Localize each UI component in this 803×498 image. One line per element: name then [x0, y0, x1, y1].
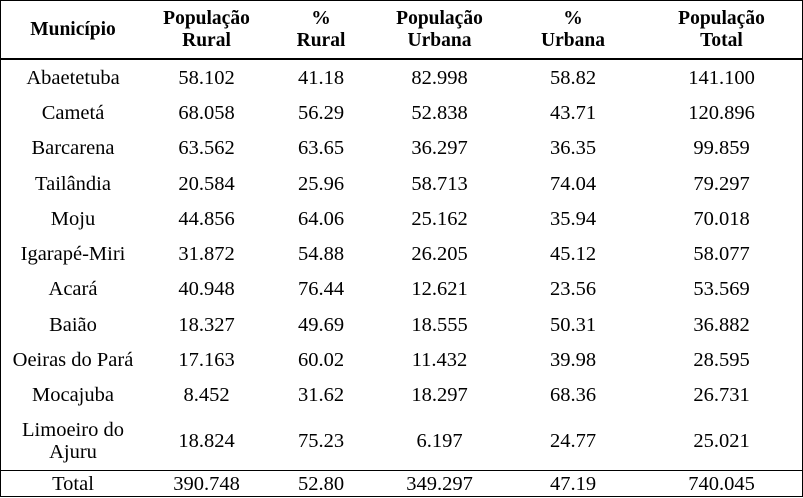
- table-row: Igarapé-Miri 31.872 54.88 26.205 45.12 58.077: [1, 236, 802, 271]
- table-row: Barcarena 63.562 63.65 36.297 36.35 99.859: [1, 131, 802, 166]
- cell-populacao-rural: 17.163: [178, 349, 235, 372]
- header-row: Município População Rural % Rural Populaçã…: [1, 1, 802, 60]
- table-row: Cametá 68.058 56.29 52.838 43.71 120.896: [1, 95, 802, 130]
- table-body: Abaetetuba 58.102 41.18 82.998 58.82 141.100 C…: [1, 59, 802, 498]
- cell-populacao-total: 28.595: [693, 349, 750, 372]
- cell-pct-urbana: 24.77: [549, 430, 597, 453]
- cell-populacao-rural: 8.452: [183, 384, 230, 407]
- table-row: Acará 40.948 76.44 12.621 23.56 53.569: [1, 272, 802, 307]
- cell-municipio: Tailândia: [35, 172, 111, 195]
- cell-pct-urbana: 43.71: [549, 101, 597, 124]
- table-row: Abaetetuba 58.102 41.18 82.998 58.82 141.100: [1, 59, 802, 95]
- cell-populacao-urbana: 52.838: [411, 101, 468, 124]
- cell-populacao-total: 120.896: [688, 101, 755, 124]
- total-cell-pct-urbana: 47.19: [505, 469, 641, 498]
- cell-pct-urbana: 74.04: [549, 172, 597, 195]
- cell-populacao-rural: 18.327: [178, 313, 235, 336]
- table-row: Limoeiro do Ajuru 18.824 75.23 6.197 24.77 25…: [1, 413, 802, 471]
- cell-populacao-urbana: 12.621: [411, 278, 468, 301]
- cell-pct-rural: 49.69: [297, 313, 345, 336]
- cell-pct-rural: 63.65: [297, 137, 345, 160]
- cell-populacao-rural: 63.562: [178, 137, 235, 160]
- total-cell-populacao-urbana: 349.297: [374, 469, 505, 498]
- cell-populacao-rural: 31.872: [178, 243, 235, 266]
- cell-pct-rural: 75.23: [297, 430, 345, 453]
- cell-pct-rural: 60.02: [297, 349, 345, 372]
- cell-municipio: Limoeiro do Ajuru: [22, 419, 124, 464]
- cell-municipio: Abaetetuba: [26, 66, 120, 89]
- cell-populacao-total: 25.021: [693, 430, 750, 453]
- header-populacao-rural: População Rural: [145, 1, 268, 60]
- cell-municipio: Mocajuba: [32, 384, 114, 407]
- cell-populacao-rural: 44.856: [178, 207, 235, 230]
- cell-pct-rural: 25.96: [297, 172, 345, 195]
- cell-populacao-rural: 18.824: [178, 430, 235, 453]
- cell-populacao-total: 79.297: [693, 172, 750, 195]
- cell-pct-rural: 41.18: [297, 66, 345, 89]
- cell-populacao-total: 26.731: [693, 384, 750, 407]
- cell-pct-rural: 76.44: [297, 278, 345, 301]
- cell-populacao-total: 53.569: [693, 278, 750, 301]
- table-row: Oeiras do Pará 17.163 60.02 11.432 39.98 28.5…: [1, 342, 802, 377]
- cell-pct-urbana: 45.12: [549, 243, 597, 266]
- cell-populacao-urbana: 26.205: [411, 243, 468, 266]
- header-pct-urbana: % Urbana: [505, 1, 641, 60]
- cell-municipio: Acará: [48, 278, 98, 301]
- table-row: Mocajuba 8.452 31.62 18.297 68.36 26.731: [1, 378, 802, 413]
- cell-populacao-total: 99.859: [693, 137, 750, 160]
- cell-populacao-total: 70.018: [693, 207, 750, 230]
- cell-municipio: Cametá: [41, 101, 105, 124]
- cell-municipio: Baião: [49, 313, 97, 336]
- total-row: Total 390.748 52.80 349.297 47.19 740.045: [1, 469, 802, 498]
- cell-populacao-total: 58.077: [693, 243, 750, 266]
- cell-populacao-rural: 58.102: [178, 66, 235, 89]
- cell-populacao-urbana: 18.297: [411, 384, 468, 407]
- cell-pct-rural: 56.29: [297, 101, 345, 124]
- cell-municipio: Igarapé-Miri: [20, 243, 126, 266]
- cell-populacao-rural: 40.948: [178, 278, 235, 301]
- cell-municipio: Barcarena: [31, 137, 115, 160]
- cell-municipio: Oeiras do Pará: [12, 349, 134, 372]
- cell-populacao-urbana: 82.998: [411, 66, 468, 89]
- header-pct-rural: % Rural: [268, 1, 374, 60]
- header-populacao-total: População Total: [641, 1, 802, 60]
- cell-pct-rural: 31.62: [297, 384, 345, 407]
- cell-populacao-urbana: 25.162: [411, 207, 468, 230]
- cell-pct-urbana: 68.36: [549, 384, 597, 407]
- total-cell-municipio: Total: [1, 469, 145, 498]
- cell-populacao-urbana: 11.432: [411, 349, 468, 372]
- table-row: Moju 44.856 64.06 25.162 35.94 70.018: [1, 201, 802, 236]
- cell-populacao-total: 141.100: [688, 66, 755, 89]
- cell-pct-urbana: 23.56: [549, 278, 597, 301]
- table-row: Baião 18.327 49.69 18.555 50.31 36.882: [1, 307, 802, 342]
- total-cell-populacao-rural: 390.748: [145, 469, 268, 498]
- cell-municipio: Moju: [50, 207, 96, 230]
- total-cell-populacao-total: 740.045: [641, 469, 802, 498]
- cell-pct-urbana: 35.94: [549, 207, 597, 230]
- cell-populacao-urbana: 36.297: [411, 137, 468, 160]
- cell-pct-rural: 64.06: [297, 207, 345, 230]
- cell-pct-urbana: 50.31: [549, 313, 597, 336]
- cell-pct-urbana: 36.35: [549, 137, 597, 160]
- cell-populacao-urbana: 18.555: [411, 313, 468, 336]
- header-populacao-urbana: População Urbana: [374, 1, 505, 60]
- table-header: Município População Rural % Rural Populaçã…: [1, 1, 802, 60]
- cell-pct-urbana: 58.82: [549, 66, 597, 89]
- cell-pct-urbana: 39.98: [549, 349, 597, 372]
- cell-populacao-rural: 20.584: [178, 172, 235, 195]
- cell-populacao-urbana: 58.713: [411, 172, 468, 195]
- cell-populacao-rural: 68.058: [178, 101, 235, 124]
- total-cell-pct-rural: 52.80: [268, 469, 374, 498]
- cell-pct-rural: 54.88: [297, 243, 345, 266]
- table-row: Tailândia 20.584 25.96 58.713 74.04 79.297: [1, 166, 802, 201]
- cell-populacao-urbana: 6.197: [416, 430, 463, 453]
- header-municipio: Município: [1, 1, 145, 60]
- cell-populacao-total: 36.882: [693, 313, 750, 336]
